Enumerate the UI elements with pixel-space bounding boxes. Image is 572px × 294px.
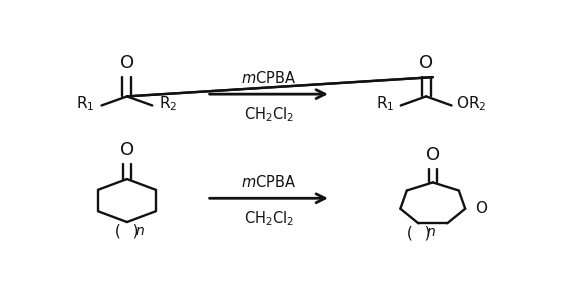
Text: CH$_2$Cl$_2$: CH$_2$Cl$_2$	[244, 105, 294, 124]
Text: O: O	[120, 54, 134, 72]
Text: $\it{m}$CPBA: $\it{m}$CPBA	[241, 70, 296, 86]
Text: O: O	[475, 201, 487, 216]
Text: ( ): ( )	[113, 224, 141, 239]
Text: $\it{m}$CPBA: $\it{m}$CPBA	[241, 174, 296, 190]
Text: O: O	[120, 141, 134, 159]
Text: O: O	[426, 146, 440, 164]
Text: R$_1$: R$_1$	[77, 94, 95, 113]
Text: R$_1$: R$_1$	[376, 94, 394, 113]
Text: R$_2$: R$_2$	[159, 94, 177, 113]
Text: ( ): ( )	[404, 225, 432, 240]
Text: $n$: $n$	[426, 225, 436, 239]
Text: O: O	[419, 54, 433, 72]
Text: OR$_2$: OR$_2$	[456, 94, 486, 113]
Text: CH$_2$Cl$_2$: CH$_2$Cl$_2$	[244, 209, 294, 228]
Text: $n$: $n$	[135, 224, 145, 238]
